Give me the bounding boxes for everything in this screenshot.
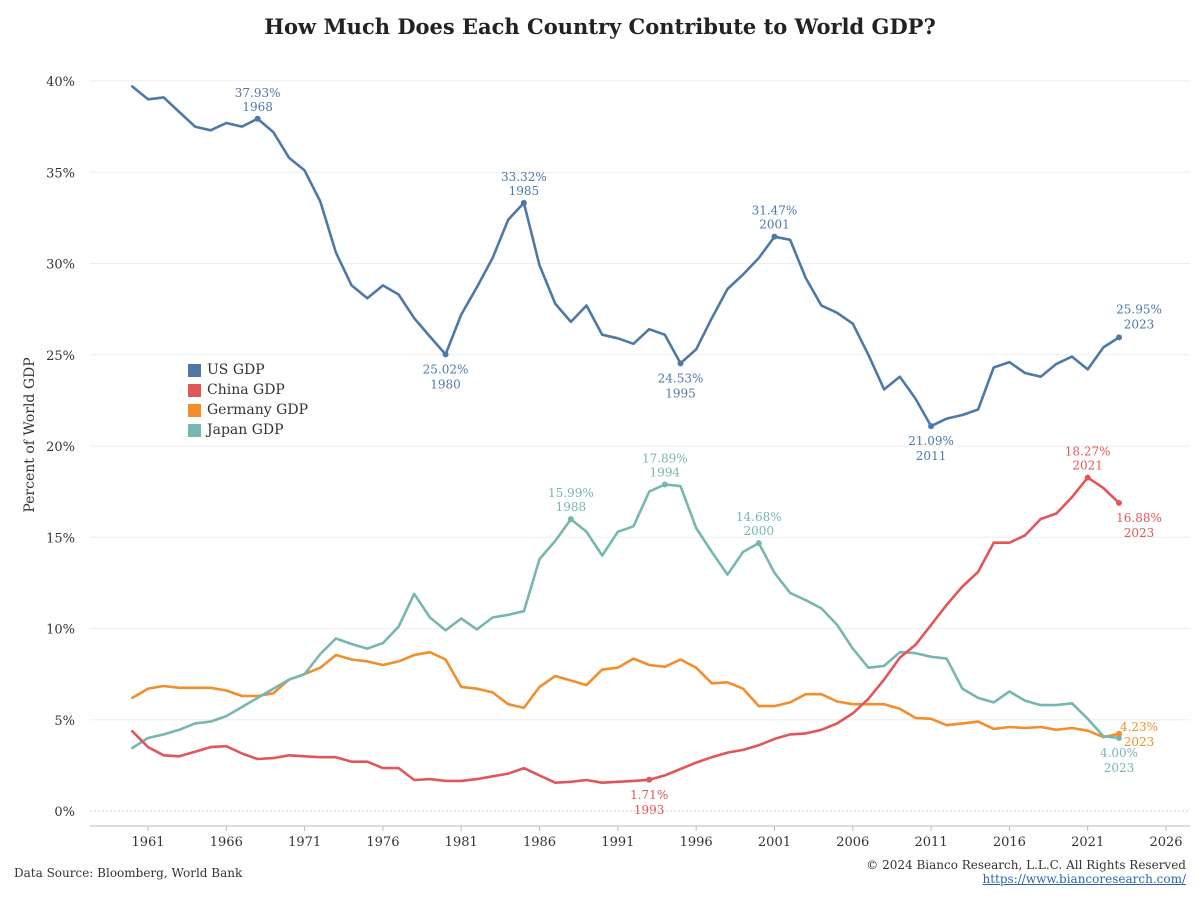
annotation-marker xyxy=(646,776,653,783)
annotation-value: 37.93% xyxy=(235,86,281,100)
copyright: © 2024 Bianco Research, L.L.C. All Right… xyxy=(866,858,1186,872)
annotation-year: 2021 xyxy=(1072,459,1103,473)
annotation-value: 4.00% xyxy=(1100,746,1138,760)
y-tick-label: 20% xyxy=(46,440,75,455)
annotation-year: 1968 xyxy=(242,100,273,114)
x-tick-label: 2006 xyxy=(836,835,869,850)
annotation-year: 2023 xyxy=(1124,526,1155,540)
chart-title: How Much Does Each Country Contribute to… xyxy=(264,14,936,39)
y-tick-label: 0% xyxy=(54,805,75,820)
annotation-year: 2023 xyxy=(1124,317,1155,331)
annotation-value: 33.32% xyxy=(501,170,547,184)
annotation-value: 21.09% xyxy=(908,434,954,448)
x-tick-label: 1986 xyxy=(523,835,556,850)
legend: US GDP China GDP Germany GDP Japan GDP xyxy=(188,360,308,440)
annotation-marker xyxy=(661,481,668,488)
legend-item-china[interactable]: China GDP xyxy=(188,380,308,400)
x-tick-label: 1976 xyxy=(366,835,399,850)
annotations: 37.93%1968 25.02%1980 33.32%1985 24.53%1995… xyxy=(235,86,1162,817)
x-tick-label: 1971 xyxy=(288,835,321,850)
annotation-marker xyxy=(254,115,261,122)
legend-label-china: China GDP xyxy=(207,382,285,398)
y-tick-label: 25% xyxy=(46,349,75,364)
x-tick-label: 1996 xyxy=(680,835,713,850)
legend-label-us: US GDP xyxy=(207,362,265,378)
series-line-us-gdp xyxy=(131,85,1121,428)
x-tick-label: 1981 xyxy=(445,835,478,850)
annotation-year: 1995 xyxy=(665,386,696,400)
annotation-value: 25.95% xyxy=(1116,302,1162,316)
x-tick-label: 2016 xyxy=(993,835,1026,850)
legend-item-japan[interactable]: Japan GDP xyxy=(188,420,308,440)
series-lines xyxy=(131,85,1121,785)
x-tick-label: 2026 xyxy=(1149,835,1182,850)
series-line-china-gdp xyxy=(131,476,1121,785)
annotation-value: 4.23% xyxy=(1120,720,1158,734)
annotation-value: 15.99% xyxy=(548,486,594,500)
annotation-year: 1993 xyxy=(634,803,665,817)
series-line-japan-gdp xyxy=(131,483,1121,750)
legend-item-germany[interactable]: Germany GDP xyxy=(188,400,308,420)
annotation-value: 1.71% xyxy=(630,788,668,802)
legend-label-japan: Japan GDP xyxy=(207,422,284,438)
y-tick-label: 30% xyxy=(46,258,75,273)
annotation-value: 25.02% xyxy=(423,362,469,376)
x-tick-label: 1961 xyxy=(131,835,164,850)
annotation-year: 2023 xyxy=(1124,735,1155,749)
annotation-marker xyxy=(1116,499,1123,506)
annotation-marker xyxy=(1116,735,1123,741)
x-tick-label: 2011 xyxy=(915,835,948,850)
annotation-marker xyxy=(520,199,527,206)
annotation-year: 1994 xyxy=(650,466,681,480)
axis-ticks: 0% 5% 10% 15% 20% 25% 30% 35% 40% 1961 1966 1971 197… xyxy=(46,75,1190,850)
gridlines xyxy=(90,80,1190,812)
annotation-year: 1980 xyxy=(430,377,461,391)
legend-item-us[interactable]: US GDP xyxy=(188,360,308,380)
y-tick-label: 40% xyxy=(46,75,75,90)
annotation-year: 1988 xyxy=(556,500,587,514)
y-tick-label: 10% xyxy=(46,623,75,638)
y-tick-label: 5% xyxy=(54,714,75,729)
annotation-year: 1985 xyxy=(509,184,540,198)
annotation-marker xyxy=(442,351,449,358)
annotation-year: 2000 xyxy=(744,524,775,538)
annotation-marker xyxy=(771,233,778,240)
legend-swatch-japan xyxy=(188,423,201,437)
x-tick-label: 1991 xyxy=(601,835,634,850)
annotation-marker xyxy=(928,423,935,430)
annotation-year: 2023 xyxy=(1104,761,1135,775)
x-tick-label: 1966 xyxy=(210,835,243,850)
annotation-marker xyxy=(1116,730,1123,737)
annotation-year: 2001 xyxy=(759,218,790,232)
website-link[interactable]: https://www.biancoresearch.com/ xyxy=(982,872,1186,886)
annotation-year: 2011 xyxy=(916,449,947,463)
legend-swatch-us xyxy=(188,363,201,377)
annotation-marker xyxy=(755,540,762,547)
annotation-marker xyxy=(567,516,574,523)
x-tick-label: 2001 xyxy=(758,835,791,850)
annotation-value: 18.27% xyxy=(1065,445,1111,459)
annotation-value: 31.47% xyxy=(752,204,798,218)
legend-swatch-germany xyxy=(188,403,201,417)
data-source: Data Source: Bloomberg, World Bank xyxy=(14,866,243,880)
x-tick-label: 2021 xyxy=(1071,835,1104,850)
annotation-value: 16.88% xyxy=(1116,511,1162,525)
y-tick-label: 35% xyxy=(46,166,75,181)
annotation-marker xyxy=(1116,334,1123,341)
annotation-value: 24.53% xyxy=(658,371,704,385)
annotation-marker xyxy=(677,360,684,367)
annotation-value: 17.89% xyxy=(642,452,688,466)
annotation-marker xyxy=(1084,474,1091,481)
annotation-value: 14.68% xyxy=(736,510,782,524)
legend-label-germany: Germany GDP xyxy=(207,402,308,418)
legend-swatch-china xyxy=(188,383,201,397)
y-tick-label: 15% xyxy=(46,531,75,546)
